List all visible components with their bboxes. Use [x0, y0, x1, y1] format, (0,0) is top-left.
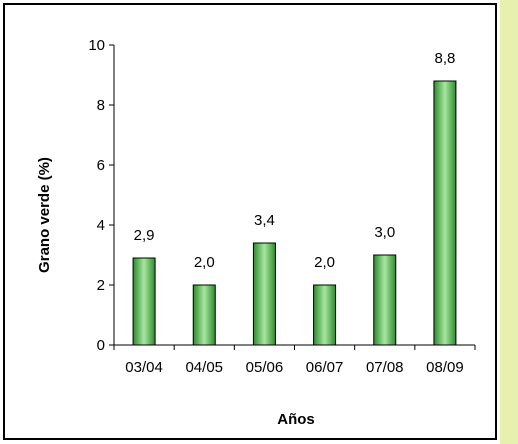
data-label: 8,8: [434, 50, 455, 67]
bar: [373, 254, 397, 346]
y-tick-label: 2: [97, 277, 105, 294]
y-tick-label: 6: [97, 157, 105, 174]
chart-frame: [3, 3, 497, 440]
x-tick-label: 03/04: [125, 359, 163, 376]
data-label: 3,0: [374, 224, 395, 241]
bar: [252, 242, 276, 346]
data-label: 2,9: [134, 227, 155, 244]
chart-labels: Grano verde (%) Años: [36, 157, 315, 428]
bar: [313, 284, 337, 346]
x-tick-label: 05/06: [246, 359, 284, 376]
x-tick-label: 06/07: [306, 359, 344, 376]
data-label: 2,0: [314, 254, 335, 271]
y-tick-label: 8: [97, 97, 105, 114]
x-tick-label: 04/05: [185, 359, 223, 376]
y-tick-label: 10: [88, 37, 105, 54]
y-tick-label: 4: [97, 217, 105, 234]
chart-axes: 0 2 4 6 8 10: [88, 37, 476, 354]
x-tick-label: 08/09: [426, 359, 464, 376]
bar: [132, 257, 156, 346]
x-tick-label: 07/08: [366, 359, 404, 376]
bars: 2,9 03/04 2,0 04/05 3,4 05/06 2,0 06/07 3,0 07/08…: [125, 50, 463, 376]
y-axis-title: Grano verde (%): [36, 157, 53, 273]
x-axis-title: Años: [277, 411, 315, 428]
data-label: 3,4: [254, 212, 275, 229]
data-label: 2,0: [194, 254, 215, 271]
bar: [192, 284, 216, 346]
decorative-stripe: [500, 0, 518, 444]
y-tick-label: 0: [97, 337, 105, 354]
bar: [433, 80, 457, 346]
